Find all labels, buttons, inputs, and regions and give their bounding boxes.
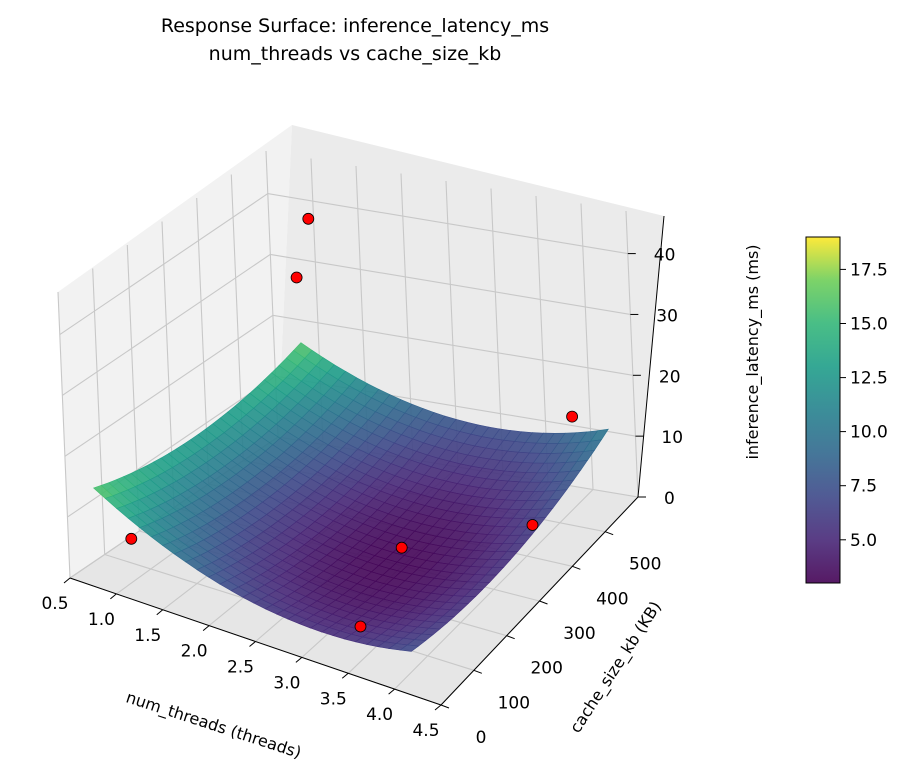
x-tick-mark <box>110 593 117 600</box>
observed-point <box>354 620 367 633</box>
y-tick-mark <box>473 669 483 674</box>
x-tick-label: 3.5 <box>320 689 347 709</box>
x-tick-label: 0.5 <box>41 594 68 614</box>
colorbar-tick-label: 7.5 <box>850 477 877 497</box>
observed-point <box>395 541 408 554</box>
observed-point <box>125 532 138 545</box>
y-tick-label: 200 <box>530 659 562 679</box>
observed-point <box>526 519 539 531</box>
observed-point <box>290 271 303 284</box>
y-tick-label: 100 <box>498 693 530 713</box>
y-tick-mark <box>539 600 548 605</box>
colorbar: 5.0 7.5 10.0 12.5 15.0 17.5 <box>805 236 888 584</box>
observed-point <box>302 212 315 225</box>
colorbar-tick-label: 12.5 <box>850 369 888 389</box>
z-axis-line <box>637 215 665 498</box>
x-tick-label: 1.0 <box>88 610 115 630</box>
surface-patch <box>399 644 420 652</box>
colorbar-gradient <box>805 236 841 584</box>
colorbar-tick-label: 17.5 <box>850 260 888 280</box>
y-tick-label: 300 <box>563 624 595 644</box>
y-tick-label: 400 <box>596 589 628 609</box>
x-axis-label: num_threads (threads) <box>123 687 303 763</box>
x-tick-label: 2.0 <box>181 642 208 662</box>
x-tick-mark <box>63 577 71 584</box>
gridline-z <box>64 314 633 457</box>
x-tick-label: 4.5 <box>412 721 439 741</box>
colorbar-tick-label: 15.0 <box>850 315 888 335</box>
colorbar-ticks: 5.0 7.5 10.0 12.5 15.0 17.5 <box>840 260 888 551</box>
x-tick-mark <box>202 625 210 632</box>
z-tick-label: 20 <box>659 367 681 387</box>
x-tick-label: 1.5 <box>134 626 161 646</box>
x-tick-mark <box>434 704 442 711</box>
z-tick-label: 40 <box>654 246 676 266</box>
response-surface <box>93 342 609 652</box>
y-tick-mark <box>506 635 515 640</box>
gridline-z <box>59 193 628 336</box>
x-tick-label: 2.5 <box>227 658 254 678</box>
gridline-z <box>61 253 631 396</box>
y-tick-mark <box>572 565 581 570</box>
x-tick-mark <box>156 609 164 616</box>
y-tick-mark <box>440 704 450 709</box>
z-axis-label: inference_latency_ms (ms) <box>743 244 763 459</box>
axis-ticks: 0.51.01.52.02.53.03.54.04.5 0100200300400… <box>41 246 683 748</box>
observed-points <box>125 212 578 633</box>
z-tick-label: 0 <box>664 489 675 509</box>
z-tick-label: 30 <box>656 306 678 326</box>
colorbar-tick-label: 5.0 <box>850 531 877 551</box>
colorbar-tick-label: 10.0 <box>850 423 888 443</box>
y-tick-mark <box>604 531 614 536</box>
x-tick-label: 3.0 <box>273 673 300 693</box>
x-tick-mark <box>295 656 303 663</box>
y-tick-label: 0 <box>476 728 487 748</box>
chart-title-line1: Response Surface: inference_latency_ms <box>161 15 549 37</box>
y-tick-label: 500 <box>629 555 661 575</box>
x-tick-label: 4.0 <box>366 705 393 725</box>
z-tick-label: 10 <box>661 428 683 448</box>
x-tick-mark <box>341 672 349 679</box>
y-axis-label: cache_size_kb (KB) <box>566 598 666 737</box>
x-tick-mark <box>388 688 395 695</box>
x-tick-mark <box>249 641 256 647</box>
chart-title-line2: num_threads vs cache_size_kb <box>209 43 502 65</box>
observed-point <box>566 410 578 423</box>
